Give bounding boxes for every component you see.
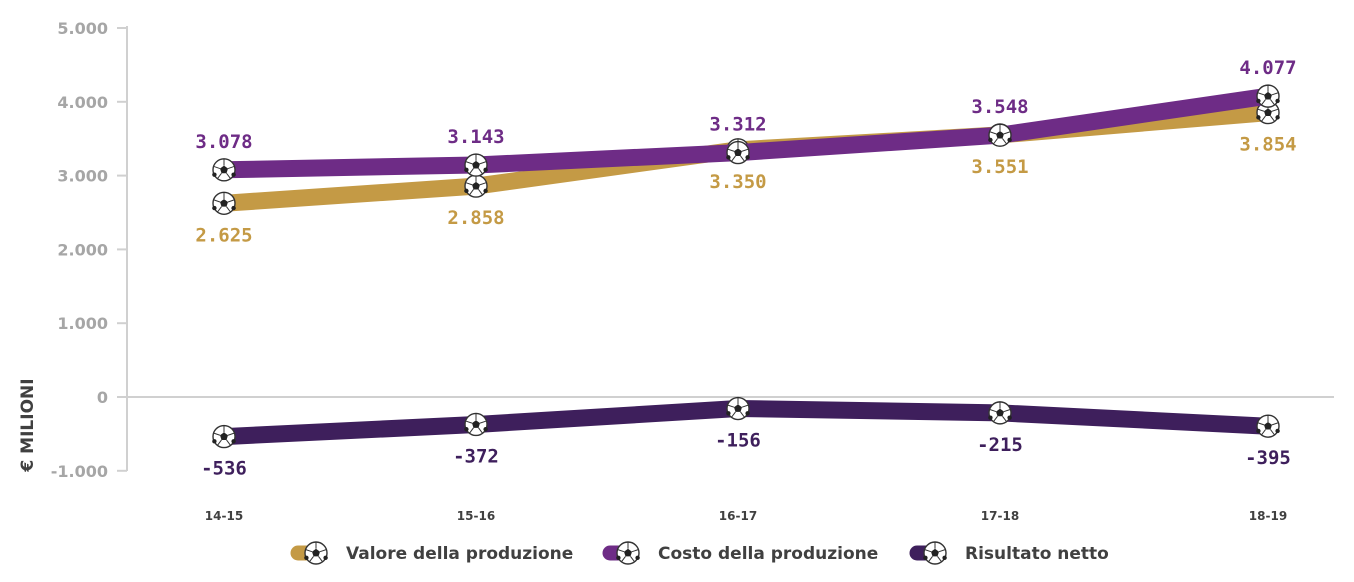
legend-item: Valore della produzione xyxy=(290,541,573,565)
data-label: -156 xyxy=(715,430,761,452)
data-label: -395 xyxy=(1245,447,1291,469)
soccer-ball-icon xyxy=(615,541,641,565)
data-label: 2.625 xyxy=(195,224,252,246)
soccer-ball-icon xyxy=(922,541,948,565)
data-label: -536 xyxy=(201,458,247,480)
y-tick-label: 1.000 xyxy=(57,314,108,333)
data-point-marker xyxy=(987,401,1013,425)
y-tick-label: 0 xyxy=(97,388,108,407)
y-tick-label: -1.000 xyxy=(51,462,108,481)
y-tick-label: 3.000 xyxy=(57,167,108,186)
data-point-marker xyxy=(211,424,237,449)
legend-item: Risultato netto xyxy=(909,541,1109,565)
series-group: 2.625 2.858 3.350 3.551 3.854 3.078 3.143 3.312… xyxy=(195,57,1296,479)
y-tick-label: 4.000 xyxy=(57,93,108,112)
x-tick-label: 14-15 xyxy=(205,509,243,523)
y-tick-label: 2.000 xyxy=(57,240,108,259)
data-point-marker xyxy=(211,191,237,215)
y-axis-label: € MILIONI xyxy=(18,378,38,472)
x-tick-label: 16-17 xyxy=(719,509,757,523)
data-label: 3.350 xyxy=(709,171,766,193)
y-ticks: -1.000 0 1.000 2.000 3.000 4.000 5.000 xyxy=(51,19,127,481)
data-label: -215 xyxy=(977,434,1023,456)
data-label: 3.143 xyxy=(447,126,504,148)
legend-label: Valore della produzione xyxy=(346,544,573,564)
legend-label: Costo della produzione xyxy=(658,544,878,564)
series-3: -536 -372 -156 -215 -395 xyxy=(201,396,1291,480)
x-tick-label: 17-18 xyxy=(981,509,1019,523)
data-point-marker xyxy=(725,140,751,165)
x-ticks: 14-15 15-16 16-17 17-18 18-19 xyxy=(205,509,1287,523)
x-tick-label: 18-19 xyxy=(1249,509,1287,523)
data-point-marker xyxy=(987,123,1013,147)
data-point-marker xyxy=(1255,414,1281,438)
data-label: 3.854 xyxy=(1239,134,1296,156)
data-label: 4.077 xyxy=(1239,57,1296,79)
legend: Valore della produzione Costo della produ… xyxy=(290,541,1109,565)
data-point-marker xyxy=(725,396,751,421)
legend-label: Risultato netto xyxy=(965,544,1109,564)
soccer-ball-icon xyxy=(303,541,329,565)
data-label: -372 xyxy=(453,445,499,467)
y-tick-label: 5.000 xyxy=(57,19,108,38)
data-point-marker xyxy=(463,153,489,177)
series-2: 3.078 3.143 3.312 3.548 4.077 xyxy=(195,57,1297,182)
data-label: 2.858 xyxy=(447,207,504,229)
data-label: 3.551 xyxy=(971,156,1028,178)
data-label: 3.312 xyxy=(709,114,766,136)
data-point-marker xyxy=(463,174,489,198)
legend-item: Costo della produzione xyxy=(602,541,878,565)
data-point-marker xyxy=(1255,84,1281,108)
data-label: 3.548 xyxy=(971,96,1028,118)
data-point-marker xyxy=(211,158,237,182)
data-label: 3.078 xyxy=(195,131,252,153)
data-point-marker xyxy=(463,412,489,437)
x-tick-label: 15-16 xyxy=(457,509,495,523)
